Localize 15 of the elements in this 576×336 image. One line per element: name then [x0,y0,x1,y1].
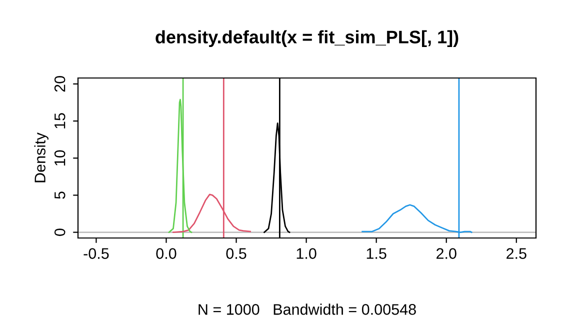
x-tick-label: 0.0 [156,248,176,259]
y-tick-label: 5 [54,192,66,199]
x-tick-label: 2.5 [506,248,526,259]
x-tick-label: 2.0 [436,248,456,259]
y-tick-label: 15 [54,113,66,128]
y-tick-label: 0 [54,228,66,236]
x-tick-label: -0.5 [84,248,109,259]
y-tick-label: 10 [54,150,66,166]
y-tick-label: 20 [54,76,66,92]
y-axis-title: Density [34,132,48,182]
x-tick-label: 0.5 [226,248,246,259]
x-tick-label: 1.0 [296,248,316,259]
chart-title: density.default(x = fit_sim_PLS[, 1]) [156,30,458,48]
x-axis-title: N = 1000 Bandwidth = 0.00548 [198,304,416,315]
x-tick-label: 1.5 [366,248,386,259]
